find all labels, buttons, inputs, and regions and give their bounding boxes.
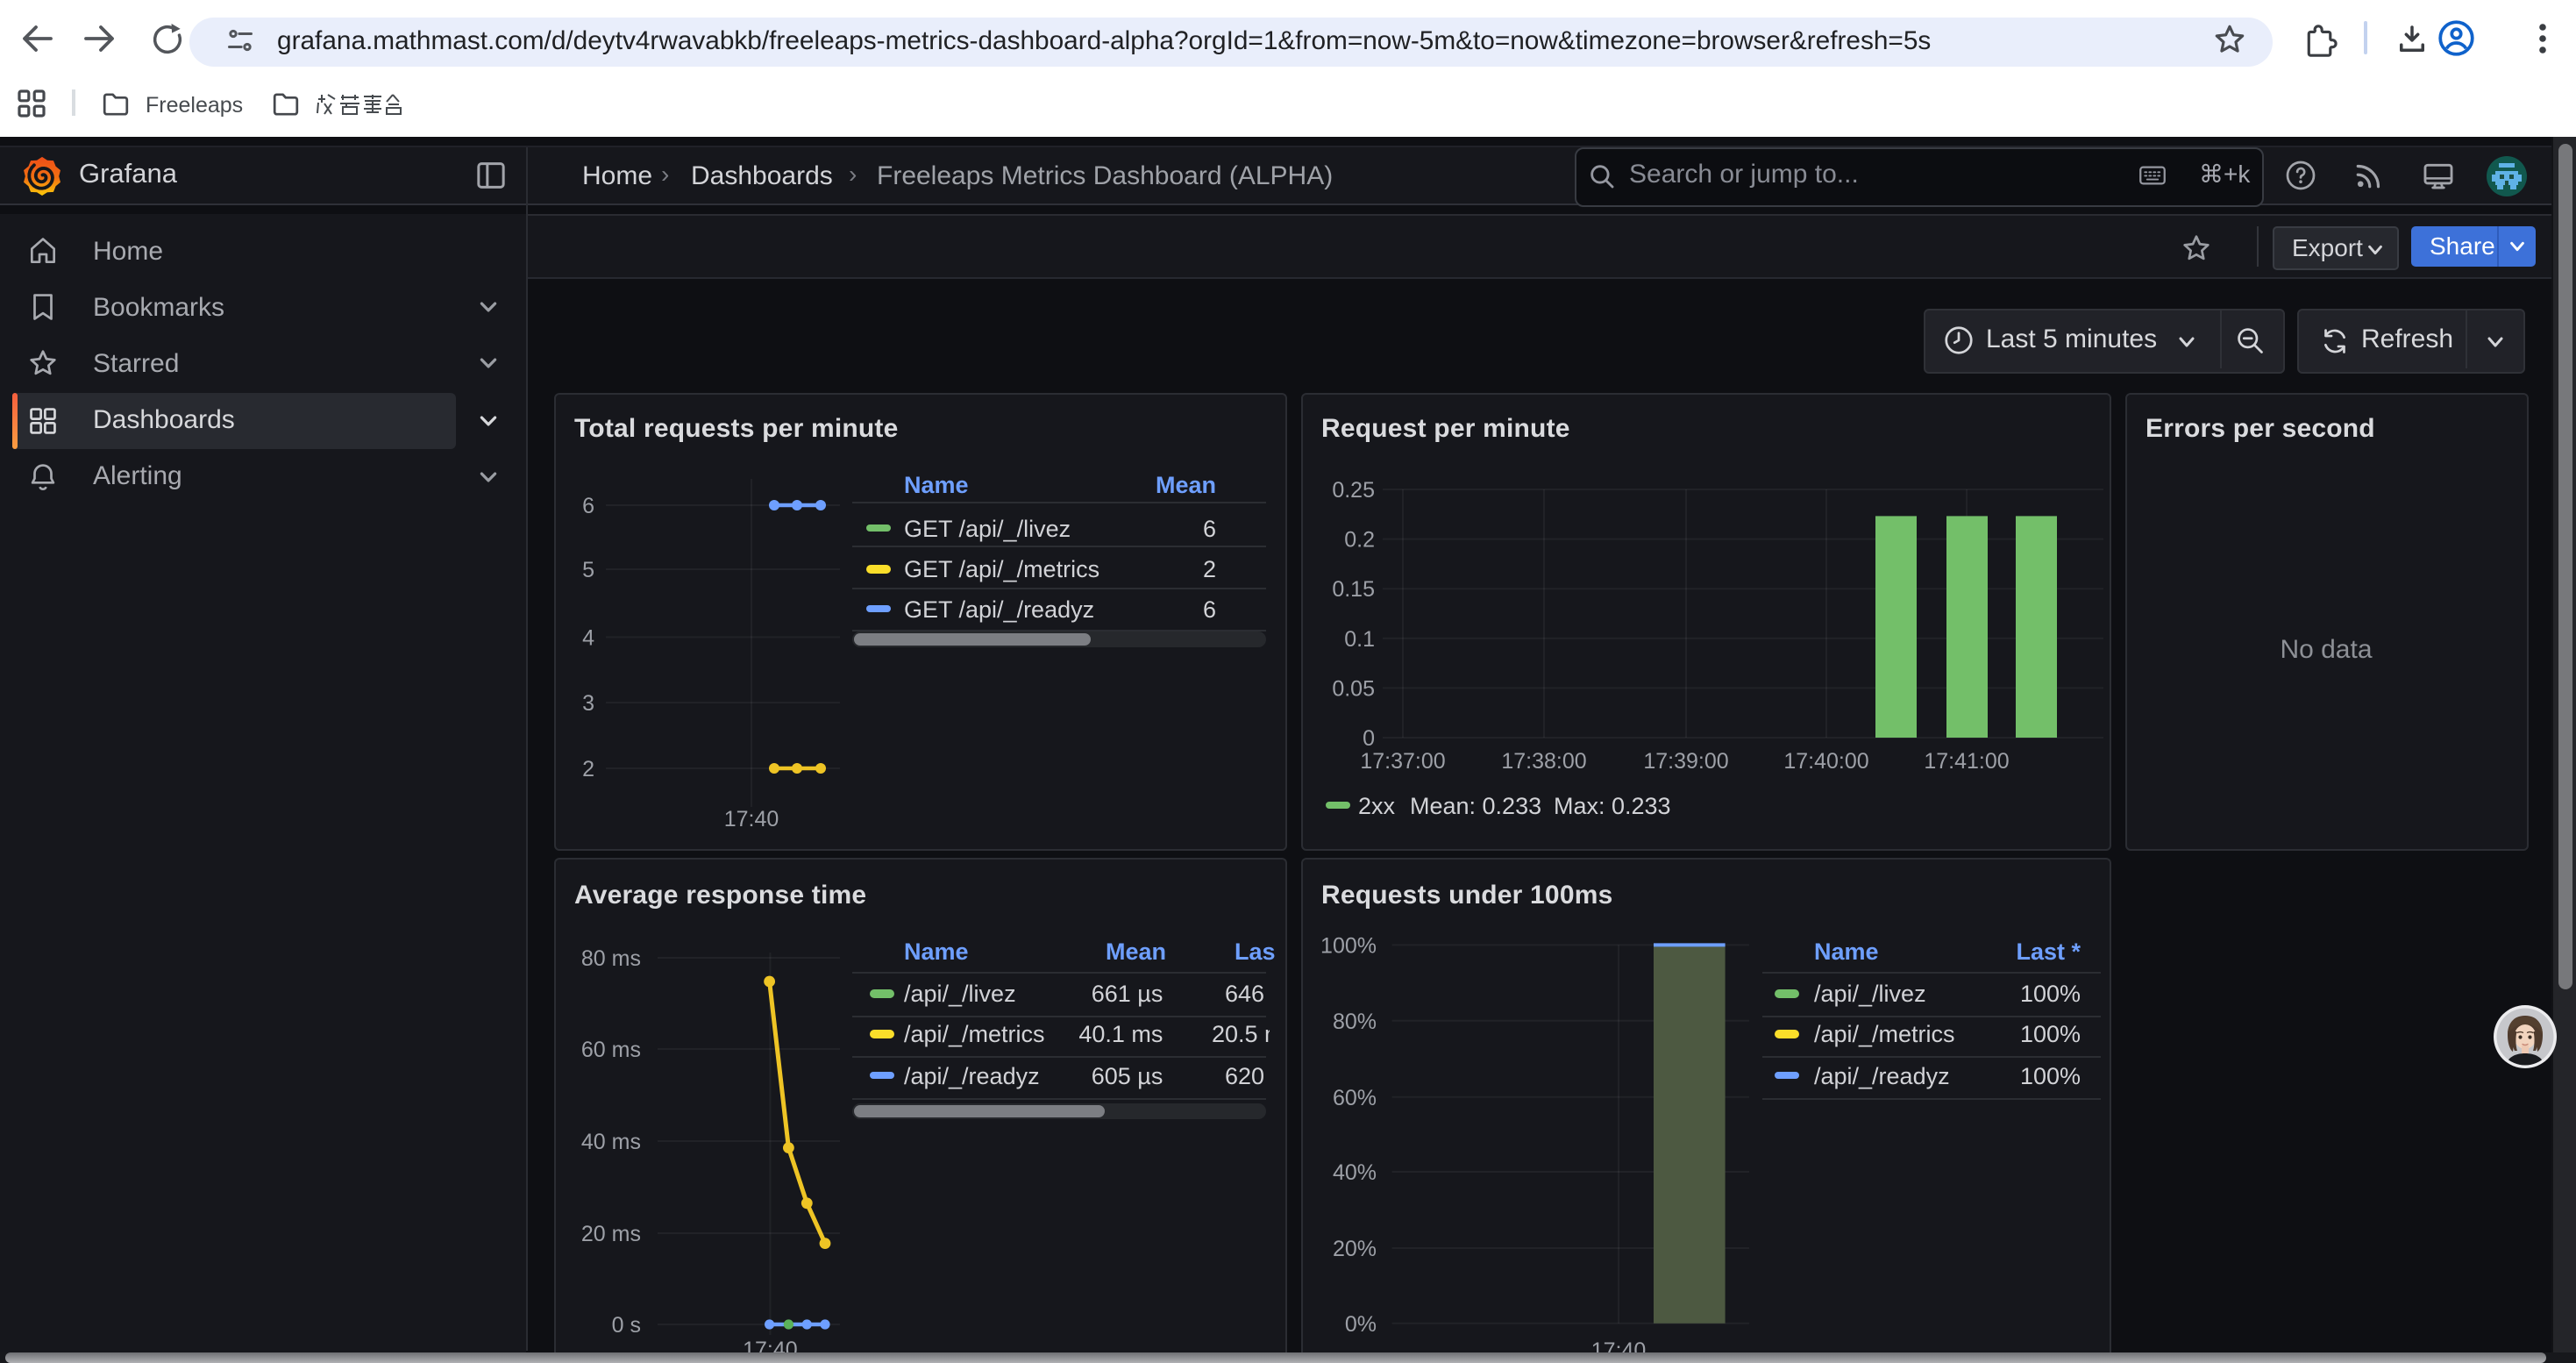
svg-text:3: 3	[581, 690, 594, 715]
svg-text:0 s: 0 s	[611, 1313, 640, 1338]
svg-text:5: 5	[581, 557, 594, 582]
svg-text:17:41:00: 17:41:00	[1923, 748, 2008, 773]
svg-text:0%: 0%	[1344, 1312, 1376, 1337]
svg-text:20%: 20%	[1332, 1237, 1376, 1261]
svg-text:0.25: 0.25	[1331, 477, 1374, 502]
svg-text:40 ms: 40 ms	[580, 1130, 640, 1154]
svg-text:17:40: 17:40	[723, 806, 779, 831]
svg-text:0.2: 0.2	[1343, 527, 1374, 552]
svg-text:20 ms: 20 ms	[580, 1222, 640, 1246]
svg-text:6: 6	[581, 493, 594, 517]
svg-text:17:38:00: 17:38:00	[1500, 748, 1585, 773]
svg-text:60%: 60%	[1332, 1086, 1376, 1110]
svg-text:0.1: 0.1	[1343, 626, 1374, 651]
svg-text:17:39:00: 17:39:00	[1642, 748, 1727, 773]
svg-text:2: 2	[581, 756, 594, 781]
svg-text:4: 4	[581, 624, 594, 649]
svg-text:100%: 100%	[1320, 933, 1376, 958]
svg-text:40%: 40%	[1332, 1160, 1376, 1185]
svg-text:0: 0	[1362, 725, 1374, 750]
svg-text:60 ms: 60 ms	[580, 1038, 640, 1062]
svg-text:80%: 80%	[1332, 1010, 1376, 1034]
svg-text:0.05: 0.05	[1331, 675, 1374, 700]
svg-text:17:37:00: 17:37:00	[1359, 748, 1444, 773]
svg-text:0.15: 0.15	[1331, 576, 1374, 601]
svg-text:80 ms: 80 ms	[580, 946, 640, 971]
svg-text:17:40:00: 17:40:00	[1783, 748, 1868, 773]
